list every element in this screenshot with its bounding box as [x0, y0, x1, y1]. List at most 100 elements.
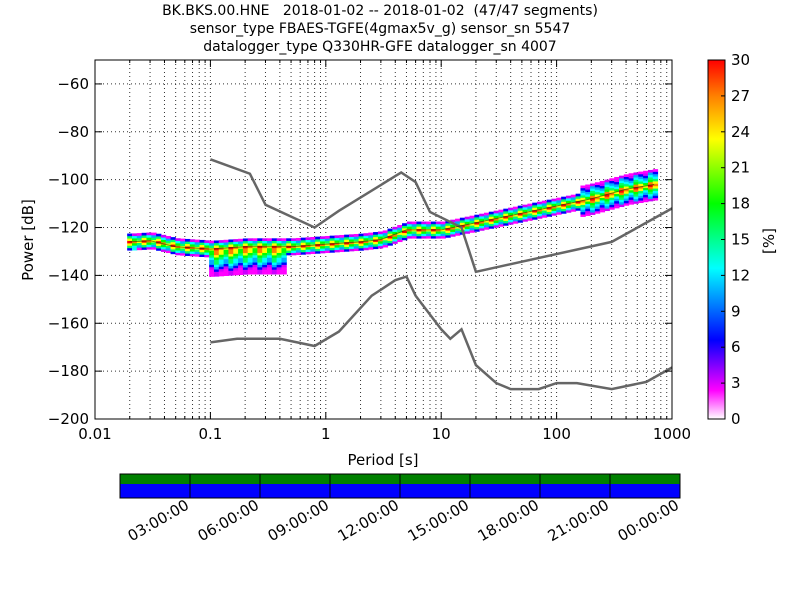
- heatmap-cell: [653, 174, 658, 177]
- heatmap-cell: [643, 178, 648, 181]
- heatmap-cell: [633, 189, 638, 192]
- y-tick-label: −120: [48, 219, 89, 237]
- heatmap-cell: [643, 188, 648, 191]
- heatmap-cell: [320, 241, 325, 244]
- heatmap-cell: [335, 250, 340, 253]
- heatmap-cell: [132, 238, 137, 241]
- heatmap-cell: [653, 188, 658, 191]
- heatmap-cell: [166, 238, 171, 241]
- heatmap-cell: [204, 245, 209, 248]
- heatmap-cell: [547, 200, 552, 203]
- heatmap-cell: [281, 253, 286, 256]
- heatmap-cell: [151, 233, 156, 236]
- heatmap-cell: [185, 241, 190, 244]
- heatmap-cell: [392, 239, 397, 242]
- colorbar-tick-label: 9: [731, 302, 741, 320]
- heatmap-cell: [214, 264, 219, 267]
- heatmap-cell: [590, 207, 595, 210]
- heatmap-cell: [455, 233, 460, 236]
- heatmap-cell: [161, 235, 166, 238]
- heatmap-cell: [585, 187, 590, 190]
- heatmap-cell: [262, 243, 267, 246]
- heatmap-cell: [556, 210, 561, 213]
- heatmap-cell: [219, 274, 224, 277]
- heatmap-cell: [281, 255, 286, 258]
- heatmap-cell: [412, 234, 417, 237]
- heatmap-cell: [166, 250, 171, 253]
- heatmap-cell: [233, 239, 238, 242]
- heatmap-cell: [368, 233, 373, 236]
- heatmap-cell: [600, 202, 605, 205]
- heatmap-cell: [416, 234, 421, 237]
- heatmap-cell: [344, 244, 349, 247]
- heatmap-cell: [330, 238, 335, 241]
- heatmap-cell: [576, 194, 581, 197]
- heatmap-cell: [243, 272, 248, 275]
- heatmap-cell: [262, 257, 267, 260]
- heatmap-cell: [556, 200, 561, 203]
- heatmap-cell: [127, 245, 132, 248]
- heatmap-cell: [262, 269, 267, 272]
- heatmap-cell: [585, 194, 590, 197]
- heatmap-cell: [523, 207, 528, 210]
- heatmap-cell: [503, 218, 508, 221]
- heatmap-cell: [450, 232, 455, 235]
- heatmap-cell: [412, 222, 417, 225]
- heatmap-cell: [489, 221, 494, 224]
- heatmap-cell: [233, 251, 238, 254]
- heatmap-cell: [494, 211, 499, 214]
- heatmap-cell: [224, 259, 229, 262]
- heatmap-cell: [648, 191, 653, 194]
- heatmap-cell: [479, 223, 484, 226]
- heatmap-cell: [450, 234, 455, 237]
- heatmap-cell: [180, 239, 185, 242]
- heatmap-cell: [551, 201, 556, 204]
- heatmap-cell: [421, 226, 426, 229]
- heatmap-cell: [228, 273, 233, 276]
- heatmap-cell: [243, 241, 248, 244]
- heatmap-cell: [156, 248, 161, 251]
- heatmap-cell: [315, 249, 320, 252]
- heatmap-cell: [325, 250, 330, 253]
- heatmap-cell: [600, 181, 605, 184]
- heatmap-cell: [445, 235, 450, 238]
- heatmap-cell: [600, 210, 605, 213]
- ppsd-figure: BK.BKS.00.HNE 2018-01-02 -- 2018-01-02 (…: [0, 0, 800, 600]
- heatmap-cell: [585, 185, 590, 188]
- x-tick-label: 10: [432, 425, 451, 443]
- heatmap-cell: [590, 193, 595, 196]
- heatmap-cell: [653, 179, 658, 182]
- heatmap-cell: [653, 193, 658, 196]
- heatmap-cell: [257, 250, 262, 253]
- heatmap-cell: [585, 192, 590, 195]
- heatmap-cell: [465, 231, 470, 234]
- heatmap-cell: [518, 206, 523, 209]
- heatmap-cell: [643, 180, 648, 183]
- heatmap-cell: [325, 238, 330, 241]
- heatmap-cell: [233, 261, 238, 264]
- heatmap-cell: [614, 184, 619, 187]
- heatmap-cell: [228, 239, 233, 242]
- heatmap-cell: [238, 272, 243, 275]
- heatmap-cell: [209, 265, 214, 268]
- heatmap-cell: [262, 238, 267, 241]
- heatmap-cell: [219, 254, 224, 257]
- time-tick-label: 03:00:00: [125, 496, 192, 545]
- heatmap-cell: [180, 253, 185, 256]
- heatmap-cell: [209, 241, 214, 244]
- heatmap-cell: [580, 202, 585, 205]
- heatmap-cell: [388, 231, 393, 234]
- heatmap-cell: [605, 196, 610, 199]
- heatmap-cell: [571, 209, 576, 212]
- heatmap-cell: [638, 176, 643, 179]
- heatmap-cell: [378, 234, 383, 237]
- heatmap-cell: [653, 172, 658, 175]
- heatmap-cell: [195, 244, 200, 247]
- heatmap-cell: [537, 216, 542, 219]
- heatmap-cell: [653, 186, 658, 189]
- heatmap-cell: [629, 178, 634, 181]
- heatmap-cell: [151, 242, 156, 245]
- heatmap-cell: [624, 174, 629, 177]
- heatmap-cell: [262, 248, 267, 251]
- heatmap-cell: [407, 236, 412, 239]
